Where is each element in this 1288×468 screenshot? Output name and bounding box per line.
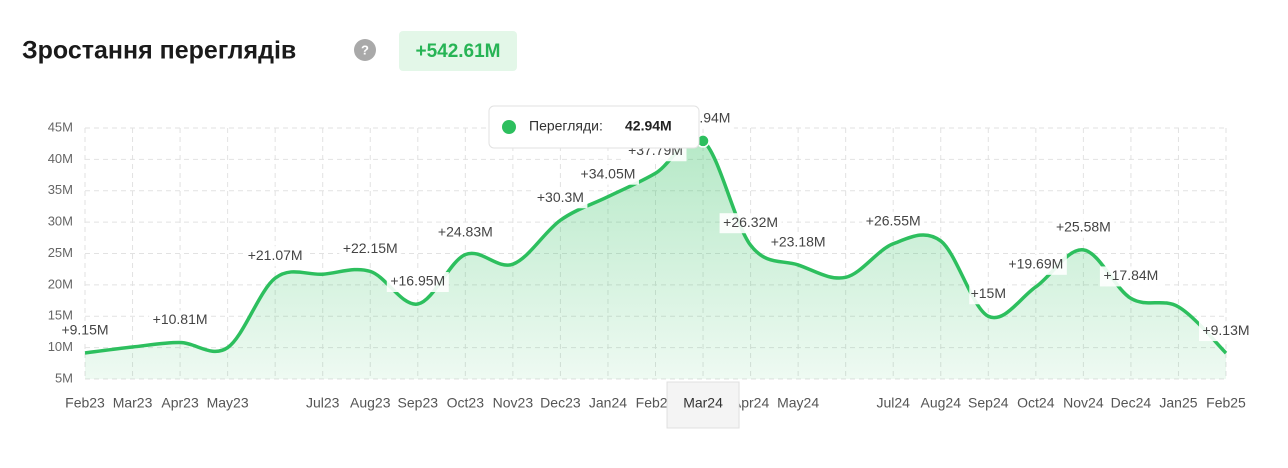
value-label-bg — [386, 272, 449, 293]
line — [84, 136, 1228, 355]
value-label: +23.18M — [771, 234, 826, 250]
value-label: +22.15M — [343, 240, 398, 256]
y-tick-label: 15M — [48, 308, 73, 323]
x-tick-label: Oct24 — [1017, 395, 1055, 411]
value-label-bg — [1099, 266, 1162, 287]
value-label-bg — [719, 213, 782, 234]
x-tick-label: Feb25 — [1206, 395, 1246, 411]
value-label: +19.69M — [1008, 256, 1063, 272]
value-label-bg — [533, 188, 588, 209]
tooltip-dot — [502, 120, 516, 134]
value-label: +9.15M — [61, 322, 108, 338]
x-tick-label: Jul23 — [306, 395, 340, 411]
value-label-bg — [969, 284, 1008, 305]
x-tick-label: Apr23 — [161, 395, 199, 411]
plot: 5M 10M 15M 20M 25M 30M 35M 40M 45M Feb23 Mar23 Apr2… — [48, 105, 1253, 429]
value-label-bg — [149, 310, 212, 331]
y-tick-label: 35M — [48, 182, 73, 197]
value-label: +15M — [971, 285, 1006, 301]
value-label-bg — [244, 246, 307, 267]
y-tick-label: 40M — [48, 151, 73, 166]
x-tick-label: Aug24 — [921, 395, 962, 411]
total-value: +542.61M — [415, 41, 500, 62]
help-icon[interactable] — [354, 39, 376, 61]
y-tick-label: 20M — [48, 276, 73, 291]
y-tick-label: 10M — [48, 339, 73, 354]
x-tick-label: Jul24 — [876, 395, 910, 411]
tooltip-label: Перегляди: — [529, 118, 603, 134]
value-label-bg — [1052, 217, 1115, 238]
value-label-bg — [767, 232, 830, 253]
x-tick-label: Sep23 — [398, 395, 439, 411]
x-tick-label: May24 — [777, 395, 819, 411]
value-label-bg — [1199, 321, 1253, 342]
value-label: +16.95M — [390, 273, 445, 289]
x-tick-label: Nov24 — [1063, 395, 1104, 411]
x-tick-label: Feb23 — [65, 395, 105, 411]
help-icon-text: ? — [361, 42, 369, 57]
tooltip — [488, 105, 700, 149]
value-label-bg — [434, 222, 497, 243]
value-label: +10.81M — [153, 311, 208, 327]
x-tick-label: Dec23 — [540, 395, 581, 411]
x-tick-label: Feb24 — [636, 395, 676, 411]
value-label-bg — [58, 320, 112, 341]
y-tick-label: 5M — [55, 370, 73, 385]
value-label: +30.3M — [537, 189, 584, 205]
x-tick-label: Mar23 — [113, 395, 153, 411]
value-label: +26.32M — [723, 214, 778, 230]
value-label-bg — [339, 239, 402, 260]
value-label: +9.13M — [1202, 322, 1249, 338]
x-tick-label: Jan25 — [1159, 395, 1197, 411]
total-badge — [399, 31, 517, 71]
x-tick-label: Apr24 — [732, 395, 770, 411]
x-tick-label: Nov23 — [493, 395, 534, 411]
value-label: +34.05M — [581, 165, 636, 181]
x-highlight — [666, 381, 740, 429]
x-tick-label: Dec24 — [1111, 395, 1152, 411]
value-label-bg — [862, 211, 925, 232]
x-highlight-label: Mar24 — [683, 395, 723, 411]
x-tick-label: Jan24 — [589, 395, 627, 411]
tooltip-value: 42.94M — [625, 118, 672, 134]
area — [85, 138, 1226, 379]
value-label: +24.83M — [438, 223, 493, 239]
value-label-bg — [1004, 254, 1067, 275]
x-tick-label: Aug23 — [350, 395, 391, 411]
value-label: +21.07M — [248, 247, 303, 263]
y-tick-label: 45M — [48, 119, 73, 134]
y-tick-label: 25M — [48, 245, 73, 260]
x-tick-label: Sep24 — [968, 395, 1009, 411]
title: Зростання переглядів — [22, 37, 296, 65]
value-label: +26.55M — [866, 212, 921, 228]
y-tick-label: 30M — [48, 214, 73, 229]
value-label-bg — [576, 164, 639, 185]
x-tick-label: May23 — [207, 395, 249, 411]
x-tick-label: Oct23 — [447, 395, 485, 411]
value-label: +25.58M — [1056, 219, 1111, 235]
value-label: +17.84M — [1103, 267, 1158, 283]
